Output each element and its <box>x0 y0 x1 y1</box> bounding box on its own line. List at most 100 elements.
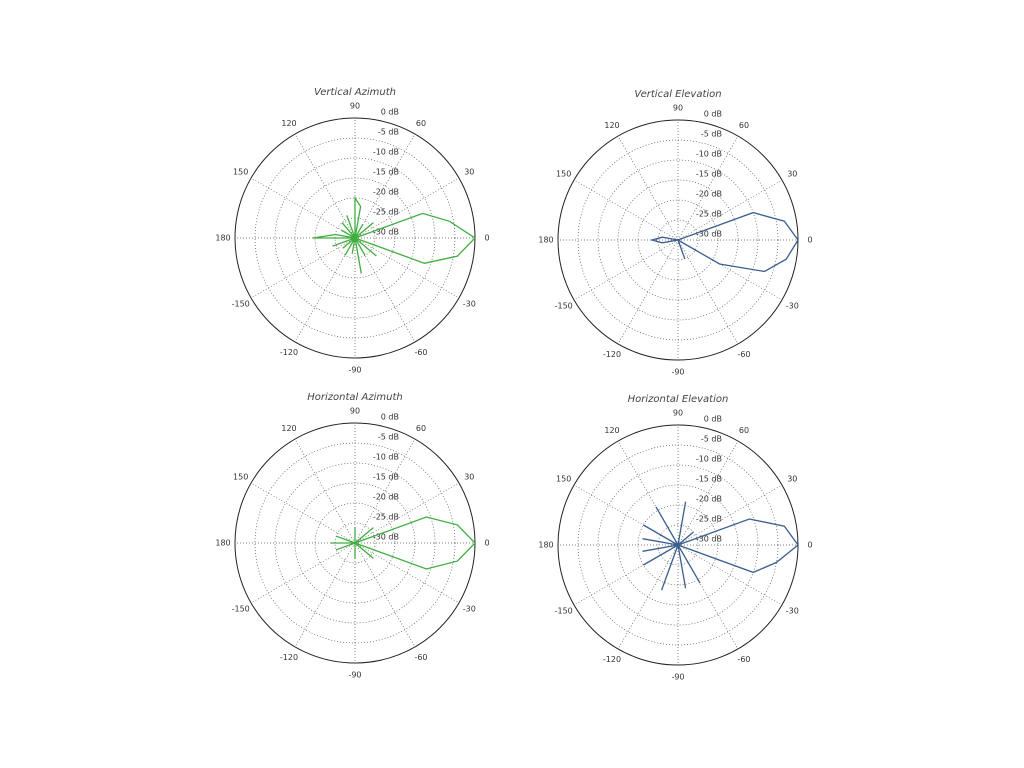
ring-grid-line <box>657 219 699 261</box>
chart-title: Vertical Azimuth <box>314 87 396 98</box>
ring-grid-line <box>657 524 699 566</box>
r-tick-label: -10 dB <box>696 150 722 159</box>
r-tick-label: 0 dB <box>704 415 722 424</box>
r-tick-label: -30 dB <box>696 230 722 239</box>
ring-grid-line <box>577 139 779 341</box>
r-tick-label: -20 dB <box>696 190 722 199</box>
angle-tick-label: -120 <box>280 653 298 662</box>
pattern-line <box>312 195 477 274</box>
r-tick-label: -5 dB <box>378 433 399 442</box>
angle-tick-label: -60 <box>737 655 750 664</box>
angle-tick-label: 180 <box>538 541 553 550</box>
angle-tick-label: -30 <box>786 302 799 311</box>
angle-tick-label: -30 <box>463 605 476 614</box>
spoke-grid-line <box>677 239 739 345</box>
angle-tick-label: 60 <box>739 121 749 130</box>
spoke-grid-line <box>617 135 679 241</box>
angle-tick-label: 90 <box>673 409 683 418</box>
polar-chart: 0 30 60 90 120 150 180 -150 -120 -90 -60 -30 0 dB -5 … <box>215 87 489 375</box>
polar-chart: 0 30 60 90 120 150 180 -150 -120 -90 -60 -30 0 dB -5 … <box>215 392 489 680</box>
ring-grid-line <box>597 159 759 321</box>
ring-grid-line <box>637 504 719 586</box>
angle-tick-label: 150 <box>233 473 248 482</box>
ring-grid-line <box>314 197 396 279</box>
r-tick-label: -25 dB <box>696 515 722 524</box>
ring-grid-line <box>294 177 416 299</box>
angle-tick-label: -60 <box>414 348 427 357</box>
r-tick-label: -25 dB <box>373 513 399 522</box>
angle-tick-label: -150 <box>232 605 250 614</box>
angle-tick-label: -90 <box>671 673 684 682</box>
r-tick-label: -25 dB <box>696 210 722 219</box>
angle-tick-label: 150 <box>556 170 571 179</box>
chart-title: Vertical Elevation <box>634 89 721 100</box>
angle-tick-label: -150 <box>555 607 573 616</box>
spoke-grid-line <box>294 438 356 544</box>
angle-tick-label: 30 <box>464 168 474 177</box>
angle-tick-label: -150 <box>555 302 573 311</box>
angle-tick-label: -90 <box>671 368 684 377</box>
spoke-grid-line <box>354 237 416 343</box>
r-tick-label: -5 dB <box>701 130 722 139</box>
spoke-grid-line <box>354 542 416 648</box>
chart-title: Horizontal Elevation <box>628 394 729 405</box>
r-tick-label: -15 dB <box>373 168 399 177</box>
polar-chart: 0 30 60 90 120 150 180 -150 -120 -90 -60 -30 0 dB -5 … <box>538 89 812 377</box>
angle-tick-label: 60 <box>416 424 426 433</box>
polar-chart: 0 30 60 90 120 150 180 -150 -120 -90 -60 -30 0 dB -5 … <box>538 394 812 682</box>
angle-tick-label: 30 <box>464 473 474 482</box>
ring-grid-line <box>274 157 436 319</box>
angle-tick-label: 180 <box>215 539 230 548</box>
spoke-grid-line <box>677 544 739 650</box>
angle-tick-label: -150 <box>232 300 250 309</box>
chart-title: Horizontal Azimuth <box>307 392 402 403</box>
angle-tick-label: 180 <box>215 234 230 243</box>
spoke-grid-line <box>354 482 460 544</box>
spoke-grid-line <box>677 544 783 606</box>
angle-tick-label: 0 <box>807 541 812 550</box>
spoke-grid-line <box>677 484 783 546</box>
pattern-line <box>331 516 476 570</box>
ring-grid-line <box>577 444 779 646</box>
spoke-grid-line <box>354 542 460 604</box>
r-tick-label: -20 dB <box>373 493 399 502</box>
spoke-grid-line <box>294 542 356 648</box>
angle-tick-label: 120 <box>604 426 619 435</box>
angle-tick-label: 90 <box>673 104 683 113</box>
angle-tick-label: 0 <box>807 236 812 245</box>
pattern-line <box>649 211 799 273</box>
angle-tick-label: 0 <box>484 539 489 548</box>
r-tick-label: -10 dB <box>373 453 399 462</box>
r-tick-label: -5 dB <box>701 435 722 444</box>
angle-tick-label: 120 <box>281 119 296 128</box>
spoke-grid-line <box>677 179 783 241</box>
angle-tick-label: 30 <box>787 475 797 484</box>
spoke-grid-line <box>294 133 356 239</box>
angle-tick-label: 30 <box>787 170 797 179</box>
ring-grid-line <box>617 484 739 606</box>
r-tick-label: -15 dB <box>696 170 722 179</box>
r-tick-label: -15 dB <box>373 473 399 482</box>
r-tick-label: -30 dB <box>373 533 399 542</box>
angle-tick-label: 120 <box>604 121 619 130</box>
angle-tick-label: 150 <box>556 475 571 484</box>
spoke-grid-line <box>354 237 460 299</box>
r-tick-label: -20 dB <box>696 495 722 504</box>
spoke-grid-line <box>677 239 783 301</box>
angle-tick-label: -90 <box>348 671 361 680</box>
r-tick-label: -25 dB <box>373 208 399 217</box>
angle-tick-label: -90 <box>348 366 361 375</box>
spoke-grid-line <box>354 177 460 239</box>
angle-tick-label: 90 <box>350 407 360 416</box>
ring-grid-line <box>597 464 759 626</box>
r-tick-label: -10 dB <box>696 455 722 464</box>
ring-grid-line <box>617 179 739 301</box>
ring-grid-line <box>334 522 376 564</box>
spoke-grid-line <box>617 544 679 650</box>
r-tick-label: 0 dB <box>381 413 399 422</box>
angle-tick-label: -120 <box>603 655 621 664</box>
angle-tick-label: 120 <box>281 424 296 433</box>
r-tick-label: -5 dB <box>378 128 399 137</box>
r-tick-label: -30 dB <box>373 228 399 237</box>
